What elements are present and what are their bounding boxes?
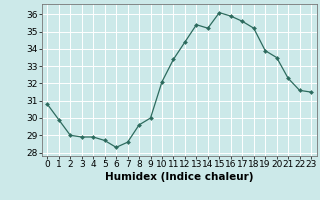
- X-axis label: Humidex (Indice chaleur): Humidex (Indice chaleur): [105, 172, 253, 182]
